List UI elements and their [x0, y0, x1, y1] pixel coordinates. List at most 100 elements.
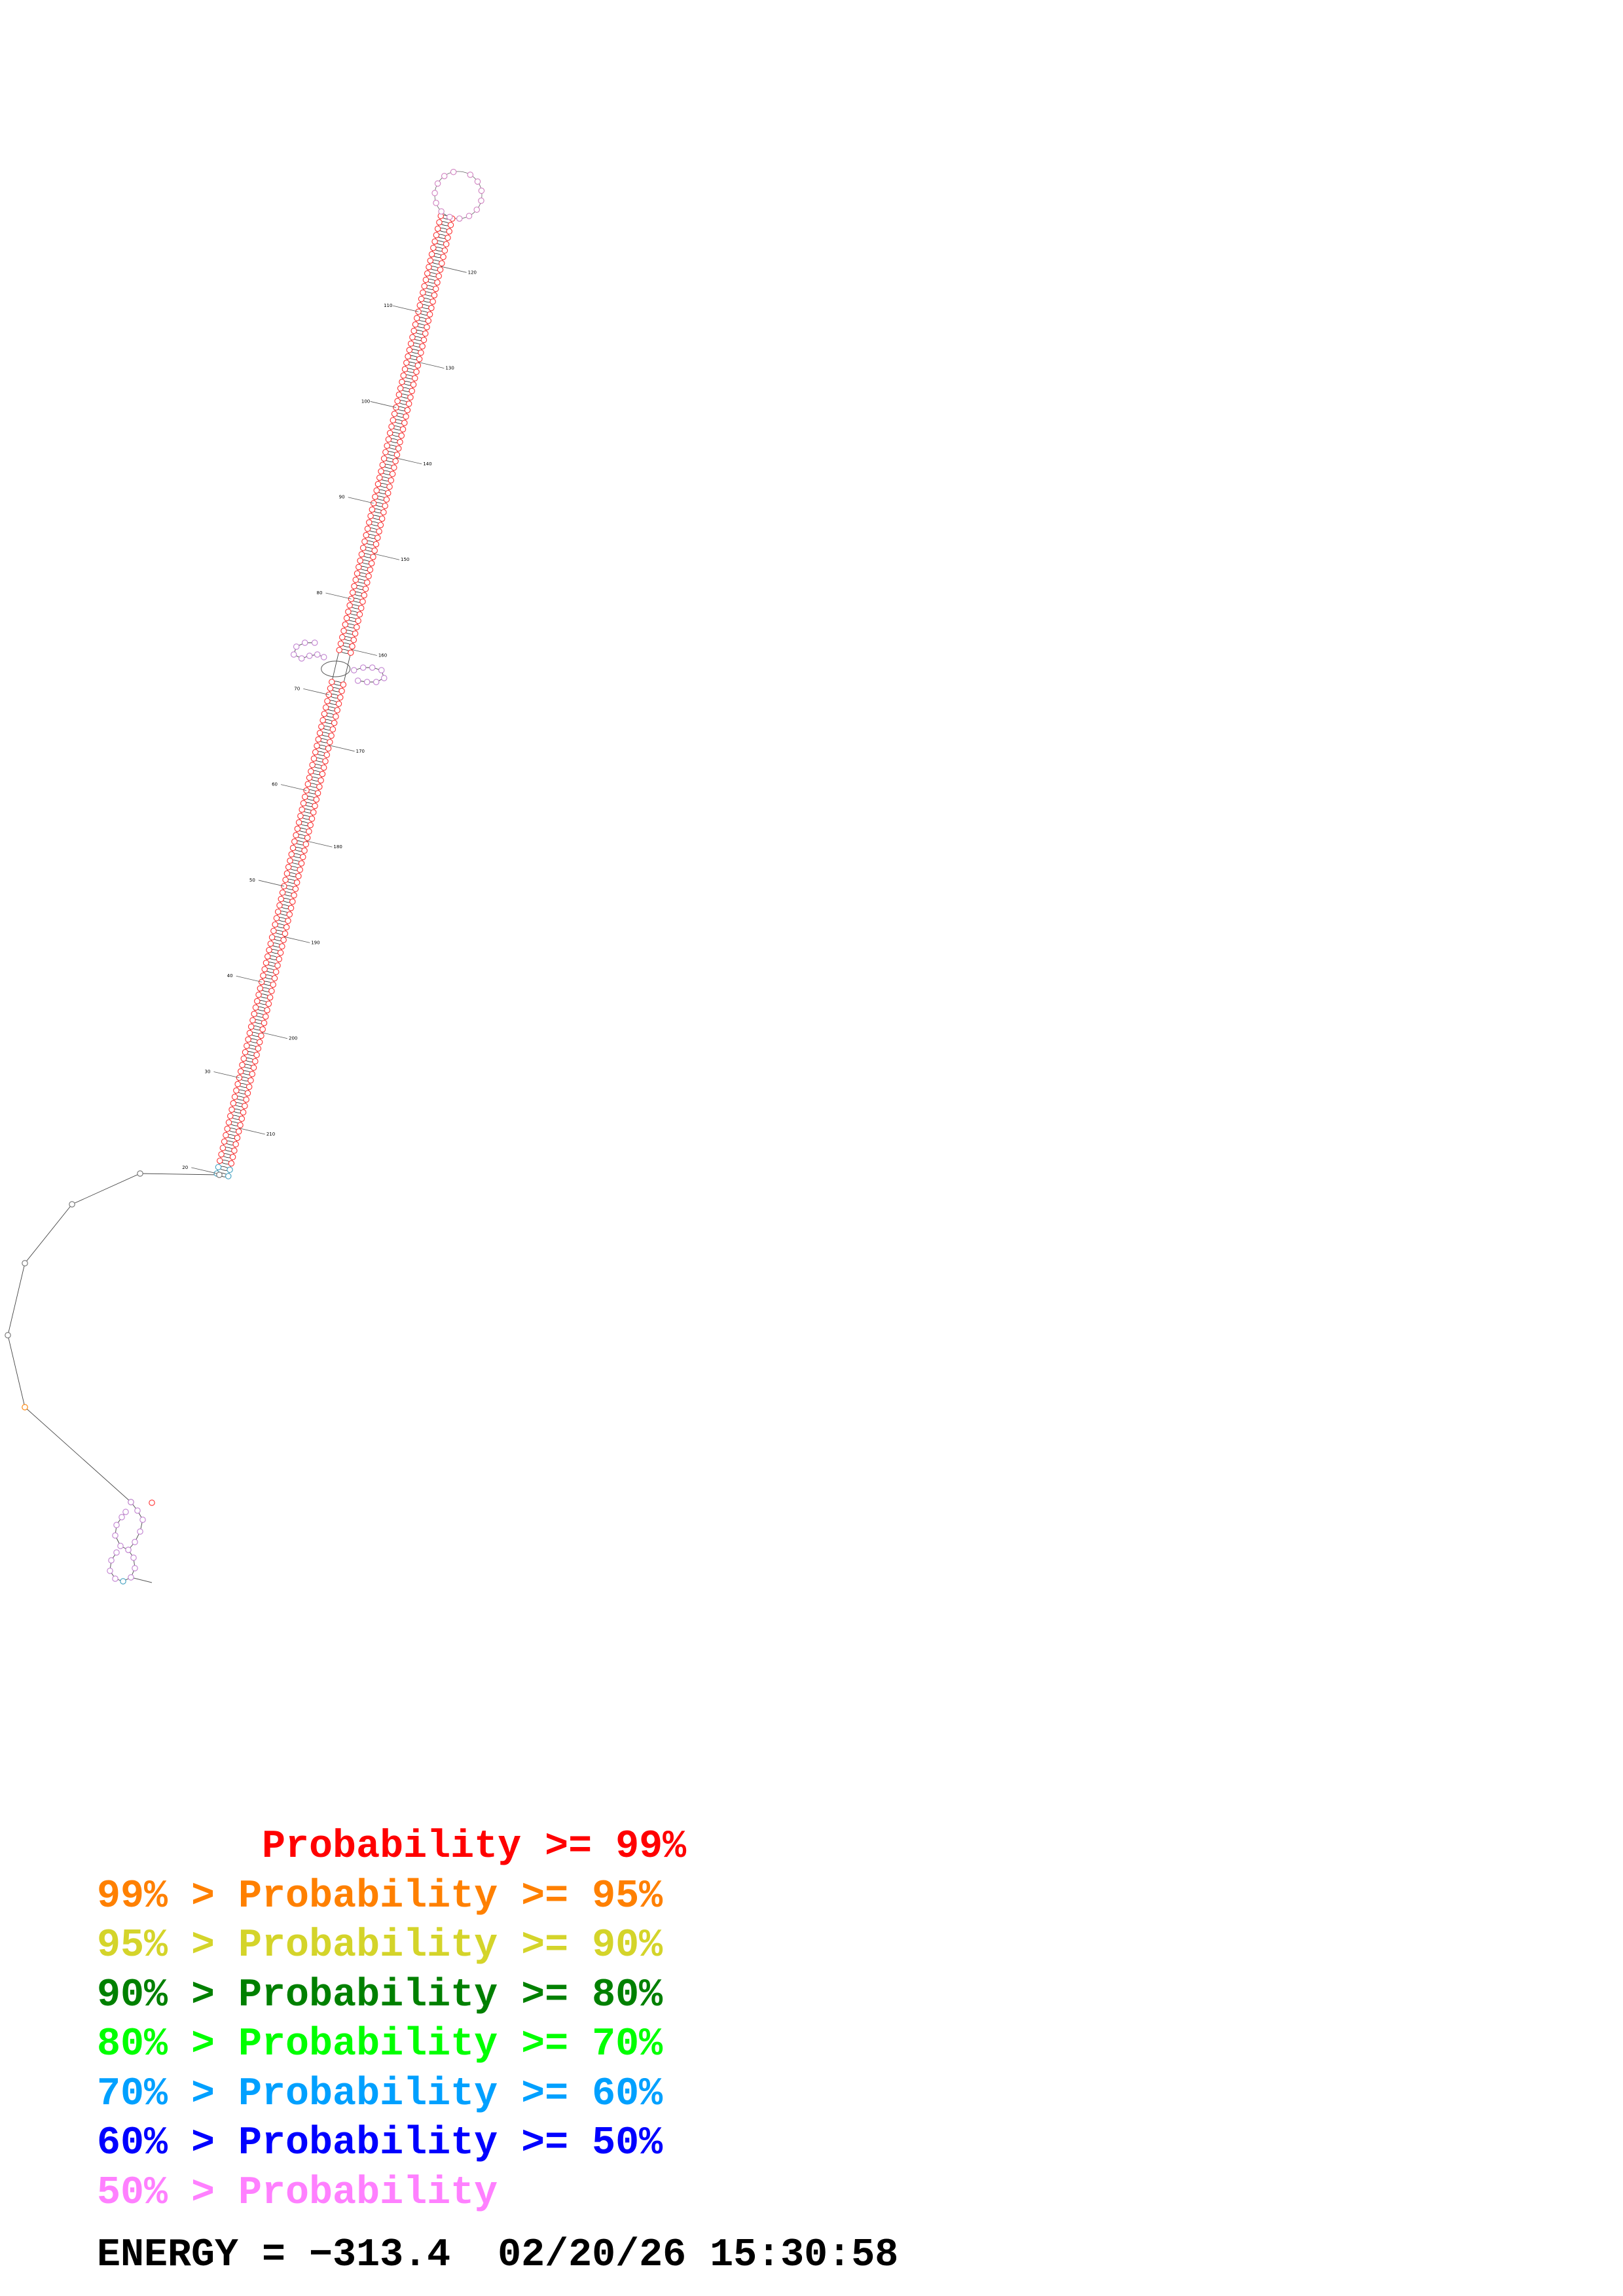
nucleotide-133: [418, 295, 425, 302]
nucleotide-181: [276, 956, 283, 963]
nucleotide-297: [478, 197, 484, 204]
nucleotide-323: [354, 677, 361, 684]
nucleotide-172: [263, 1013, 269, 1020]
nucleotide-292: [447, 222, 454, 228]
nucleotide-340: [119, 1514, 125, 1520]
tick-label-14: 160: [378, 653, 387, 658]
nucleotide-196: [298, 860, 305, 867]
nucleotide-59: [302, 793, 308, 800]
nucleotide-175: [266, 994, 274, 1001]
nucleotide-301: [446, 213, 453, 221]
nucleotide-333: [139, 1516, 146, 1523]
nucleotide-242: [373, 541, 380, 548]
tick-18: [261, 1032, 288, 1039]
nucleotide-315: [320, 654, 327, 660]
nucleotide-92: [357, 557, 363, 564]
nucleotide-3: [218, 1151, 225, 1158]
nucleotide-281: [431, 292, 438, 298]
nucleotide-240: [370, 554, 376, 560]
nucleotide-162: [247, 1077, 254, 1084]
nucleotide-268: [412, 375, 418, 382]
nucleotide-344: [132, 1565, 138, 1571]
nucleotide-230: [355, 617, 361, 624]
nucleotide-119: [397, 385, 404, 392]
energy-and-timestamp: ENERGY = −313.4 02/20/26 15:30:58: [97, 2233, 899, 2278]
nucleotide-216: [328, 732, 335, 739]
nucleotide-177: [270, 981, 276, 988]
tick-label-13: 150: [401, 557, 409, 562]
nucleotide-298: [473, 206, 480, 213]
nucleotide-118: [395, 391, 403, 398]
legend-line-1: 99% > Probability >= 95%: [97, 1874, 663, 1919]
nucleotide-243: [374, 534, 381, 541]
nucleotide-37: [268, 934, 276, 941]
nucleotide-147: [225, 1173, 232, 1179]
nucleotide-332: [134, 1507, 141, 1514]
nucleotide-79: [337, 640, 344, 647]
nucleotide-209: [318, 777, 324, 784]
nucleotide-235: [362, 585, 369, 592]
nucleotide-180: [274, 962, 281, 969]
nucleotide-159: [243, 1096, 249, 1103]
nucleotide-270: [414, 362, 422, 369]
three-prime-end: [130, 1577, 153, 1583]
nucleotide-51: [289, 844, 297, 852]
nucleotide-328: [5, 1332, 11, 1338]
nucleotide-40: [273, 915, 280, 922]
nucleotide-22: [246, 1030, 253, 1037]
nucleotide-178: [271, 975, 278, 982]
nucleotide-271: [416, 355, 423, 363]
nucleotide-259: [398, 432, 405, 439]
nucleotide-27: [254, 997, 261, 1005]
nucleotide-66: [312, 749, 319, 755]
nucleotide-25: [251, 1011, 257, 1017]
nucleotide-221: [335, 700, 342, 708]
nucleotide-176: [268, 988, 275, 994]
nucleotide-255: [392, 457, 399, 465]
nucleotide-273: [419, 343, 426, 350]
nucleotide-272: [418, 350, 424, 356]
nucleotide-335: [132, 1539, 138, 1545]
nucleotide-250: [384, 490, 392, 497]
tick-label-16: 180: [333, 844, 342, 850]
nucleotide-258: [397, 439, 403, 446]
legend-line-5: 70% > Probability >= 60%: [97, 2072, 663, 2117]
nucleotide-39: [272, 921, 278, 928]
nucleotide-139: [427, 257, 434, 264]
nucleotide-110: [384, 442, 390, 449]
nucleotide-245: [377, 522, 384, 528]
nucleotide-261: [401, 420, 408, 426]
nucleotide-17: [239, 1062, 246, 1068]
nucleotide-160: [244, 1090, 251, 1097]
nucleotide-190: [289, 898, 296, 905]
nucleotide-283: [434, 279, 441, 286]
tick-1: [213, 1071, 240, 1079]
nucleotide-65: [310, 755, 318, 762]
nucleotide-222: [337, 694, 344, 701]
nucleotide-233: [359, 598, 366, 605]
nucleotide-331: [128, 1499, 134, 1505]
nucleotide-237: [365, 573, 372, 579]
legend-line-7: 50% > Probability: [97, 2170, 498, 2215]
nucleotide-123: [403, 359, 410, 367]
tick-10: [441, 266, 467, 273]
nucleotide-183: [279, 943, 285, 950]
nucleotide-circles: [5, 169, 485, 1585]
nucleotide-257: [395, 445, 402, 452]
nucleotide-206: [313, 796, 320, 803]
nucleotide-124: [405, 353, 411, 360]
nucleotide-236: [364, 579, 371, 586]
nucleotide-318: [369, 664, 376, 671]
nucleotide-75: [325, 691, 332, 698]
nucleotide-284: [435, 273, 442, 279]
nucleotide-150: [229, 1154, 236, 1160]
nucleotide-82: [342, 621, 349, 628]
legend-line-3: 90% > Probability >= 80%: [97, 1973, 663, 2018]
nucleotide-89: [352, 577, 359, 583]
nucleotide-61: [304, 781, 312, 787]
nucleotide-81: [340, 628, 347, 634]
nucleotide-12: [231, 1094, 238, 1100]
nucleotide-161: [246, 1083, 253, 1090]
nucleotide-113: [388, 423, 395, 430]
nucleotide-197: [300, 853, 306, 861]
